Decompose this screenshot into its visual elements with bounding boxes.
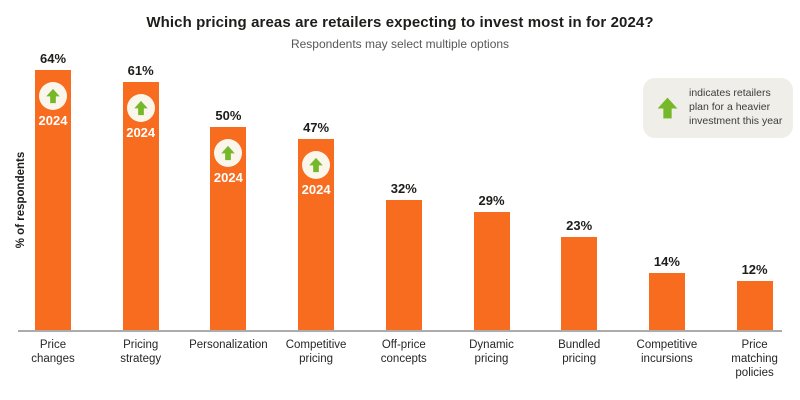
bar-group: 50% 2024 Personalization [184, 0, 272, 400]
category-label: Competitive pricing [285, 339, 347, 365]
x-axis-line [18, 330, 782, 332]
heavier-investment-arrow-icon [302, 151, 331, 179]
bar [473, 212, 510, 330]
category-label: Price matching policies [731, 339, 778, 379]
year-badge-label: 2024 [213, 170, 243, 185]
chart-title: Which pricing areas are retailers expect… [146, 14, 654, 31]
bar-group: 32% Off-price concepts [360, 0, 448, 400]
bar-value-label: 14% [653, 254, 680, 269]
bar-value-label: 61% [127, 63, 154, 78]
bar-value-label: 12% [741, 262, 768, 277]
category-label: Off-price concepts [380, 339, 427, 365]
bar-group: 47% 2024 Competitive pricing [272, 0, 360, 400]
bar-value-label: 32% [390, 181, 417, 196]
bar-value-label: 50% [215, 108, 242, 123]
heavier-investment-arrow-icon [126, 94, 155, 122]
bar-group: 12% Price matching policies [711, 0, 799, 400]
green-up-arrow-icon [655, 95, 680, 121]
category-label: Pricing strategy [120, 339, 162, 365]
category-label: Bundled pricing [558, 339, 601, 365]
bar: 2024 [210, 127, 247, 330]
category-label: Competitive incursions [636, 339, 698, 365]
bar-value-label: 47% [303, 120, 330, 135]
bar-group: 29% Dynamic pricing [448, 0, 536, 400]
year-badge-label: 2024 [126, 125, 156, 140]
legend-text: indicates retailers plan for a heavier i… [689, 87, 783, 127]
heavier-investment-arrow-icon [214, 139, 243, 167]
bar [561, 237, 598, 330]
category-label: Price changes [31, 339, 75, 365]
bar-group: 64% 2024 Price changes [9, 0, 97, 400]
category-label: Dynamic pricing [469, 339, 514, 365]
bar-value-label: 23% [566, 218, 593, 233]
heavier-investment-arrow-icon [39, 82, 67, 110]
year-badge-label: 2024 [38, 113, 68, 128]
bar-value-label: 29% [478, 193, 505, 208]
bar: 2024 [298, 139, 335, 330]
chart-subtitle: Respondents may select multiple options [290, 37, 510, 51]
bar [648, 273, 685, 330]
bar [385, 200, 422, 330]
bar-group: 23% Bundled pricing [535, 0, 623, 400]
year-badge-label: 2024 [301, 182, 331, 197]
bar [736, 281, 773, 330]
bar: 2024 [35, 70, 71, 330]
bar: 2024 [122, 82, 159, 330]
legend: indicates retailers plan for a heavier i… [643, 78, 793, 138]
bar-group: 14% Competitive incursions [623, 0, 711, 400]
bar-value-label: 64% [39, 51, 67, 66]
bar-group: 61% 2024 Pricing strategy [97, 0, 185, 400]
category-label: Personalization [189, 339, 268, 351]
